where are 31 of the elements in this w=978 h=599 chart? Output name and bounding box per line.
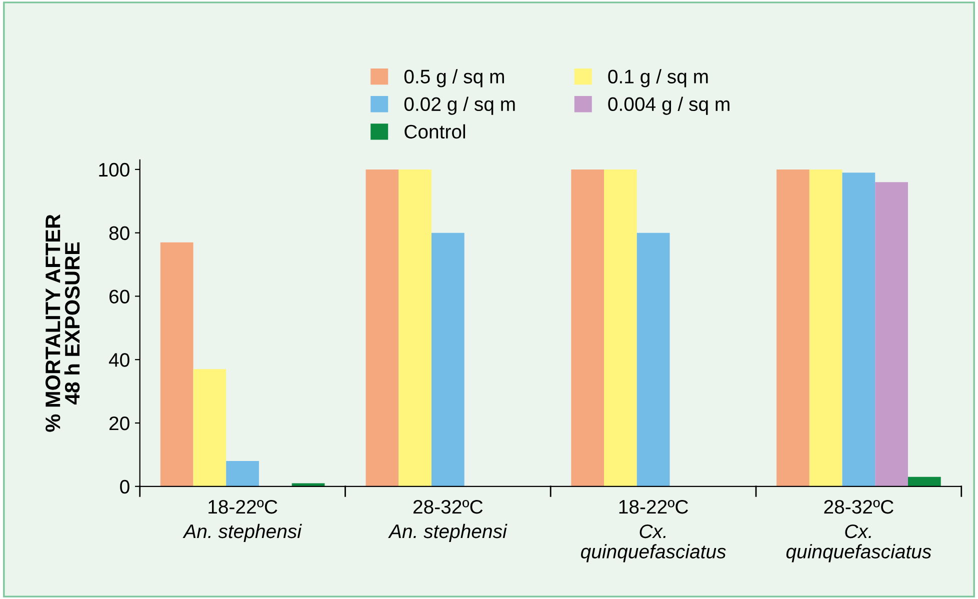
bar	[226, 461, 259, 486]
y-axis-title: % MORTALITY AFTER 48 h EXPOSURE	[46, 214, 80, 432]
bar	[842, 172, 876, 486]
legend-label: 0.004 g / sq m	[608, 96, 730, 115]
legend-label: Control	[404, 124, 466, 139]
bar	[160, 242, 194, 486]
y-tick-label: 60	[109, 290, 130, 304]
bar	[193, 369, 226, 486]
bar	[398, 169, 432, 486]
bar	[366, 169, 399, 486]
bar	[431, 232, 464, 486]
x-tick-label: 28-32ºC An. stephensi	[388, 500, 508, 542]
x-tick-label: 18-22ºC An. stephensi	[182, 500, 302, 542]
bar	[636, 232, 670, 486]
y-tick-label: 40	[108, 353, 130, 367]
bar	[571, 169, 604, 486]
legend-label: 0.1 g / sq m	[608, 69, 708, 88]
y-tick-label: 80	[109, 226, 130, 240]
bar	[776, 169, 810, 486]
bar	[604, 169, 637, 486]
bar	[908, 476, 941, 486]
y-tick-label: 20	[109, 416, 130, 430]
x-tick-label: 18-22ºC Cx. quinquefasciatus	[580, 500, 726, 562]
y-tick-label: 0	[120, 480, 130, 494]
bar	[875, 182, 908, 486]
y-tick-label: 100	[99, 162, 130, 177]
x-tick-label: 28-32ºC Cx. quinquefasciatus	[786, 500, 932, 562]
bar	[809, 169, 842, 486]
legend-label: 0.02 g / sq m	[404, 96, 515, 115]
legend-label: 0.5 g / sq m	[404, 69, 504, 88]
bar	[292, 483, 325, 486]
